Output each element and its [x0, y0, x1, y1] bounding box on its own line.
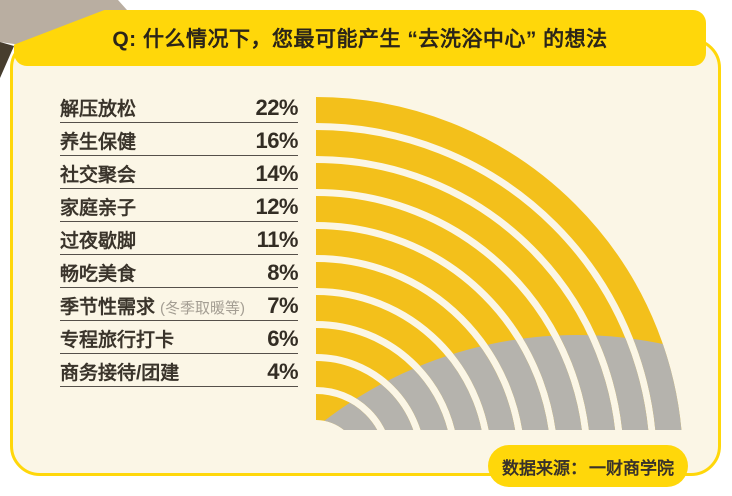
row-label: 商务接待/团建: [60, 363, 180, 384]
table-row: 解压放松 22%: [60, 90, 298, 123]
table-row: 养生保健 16%: [60, 123, 298, 156]
table-row: 社交聚会 14%: [60, 156, 298, 189]
row-value: 12%: [255, 194, 298, 219]
row-value: 14%: [255, 161, 298, 186]
row-label: 社交聚会: [60, 165, 137, 186]
row-value: 8%: [267, 260, 298, 285]
source-prefix: 数据来源：: [502, 458, 587, 478]
row-label: 过夜歇脚: [60, 231, 137, 252]
category-list: 解压放松 22% 养生保健 16% 社交聚会 14% 家庭亲子 12% 过夜歇脚 11% 畅吃美食 8…: [60, 90, 299, 387]
row-label: 季节性需求 (冬季取暖等): [60, 297, 246, 318]
table-row: 商务接待/团建 4%: [60, 354, 298, 387]
table-row: 畅吃美食 8%: [60, 255, 298, 288]
row-label: 家庭亲子: [60, 198, 137, 219]
row-value: 22%: [255, 95, 298, 120]
title-banner: Q: 什么情况下，您最可能产生 “去洗浴中心” 的想法: [14, 10, 706, 66]
row-value: 16%: [255, 128, 298, 153]
table-row: 季节性需求 (冬季取暖等) 7%: [60, 288, 298, 321]
table-row: 过夜歇脚 11%: [60, 222, 299, 255]
source-pill: 数据来源： 一财商学院: [488, 445, 688, 487]
source-brand: 一财商学院: [589, 458, 674, 478]
row-note: (冬季取暖等): [160, 300, 246, 317]
page-title: Q: 什么情况下，您最可能产生 “去洗浴中心” 的想法: [112, 28, 608, 51]
row-value: 11%: [256, 227, 299, 252]
row-value: 6%: [267, 326, 298, 351]
row-value: 4%: [267, 359, 298, 384]
table-row: 家庭亲子 12%: [60, 189, 298, 222]
row-label: 解压放松: [60, 99, 137, 120]
row-label: 畅吃美食: [60, 264, 137, 285]
table-row: 专程旅行打卡 6%: [60, 321, 298, 354]
row-value: 7%: [267, 293, 298, 318]
row-label: 专程旅行打卡: [60, 330, 175, 351]
row-label: 养生保健: [60, 132, 137, 153]
